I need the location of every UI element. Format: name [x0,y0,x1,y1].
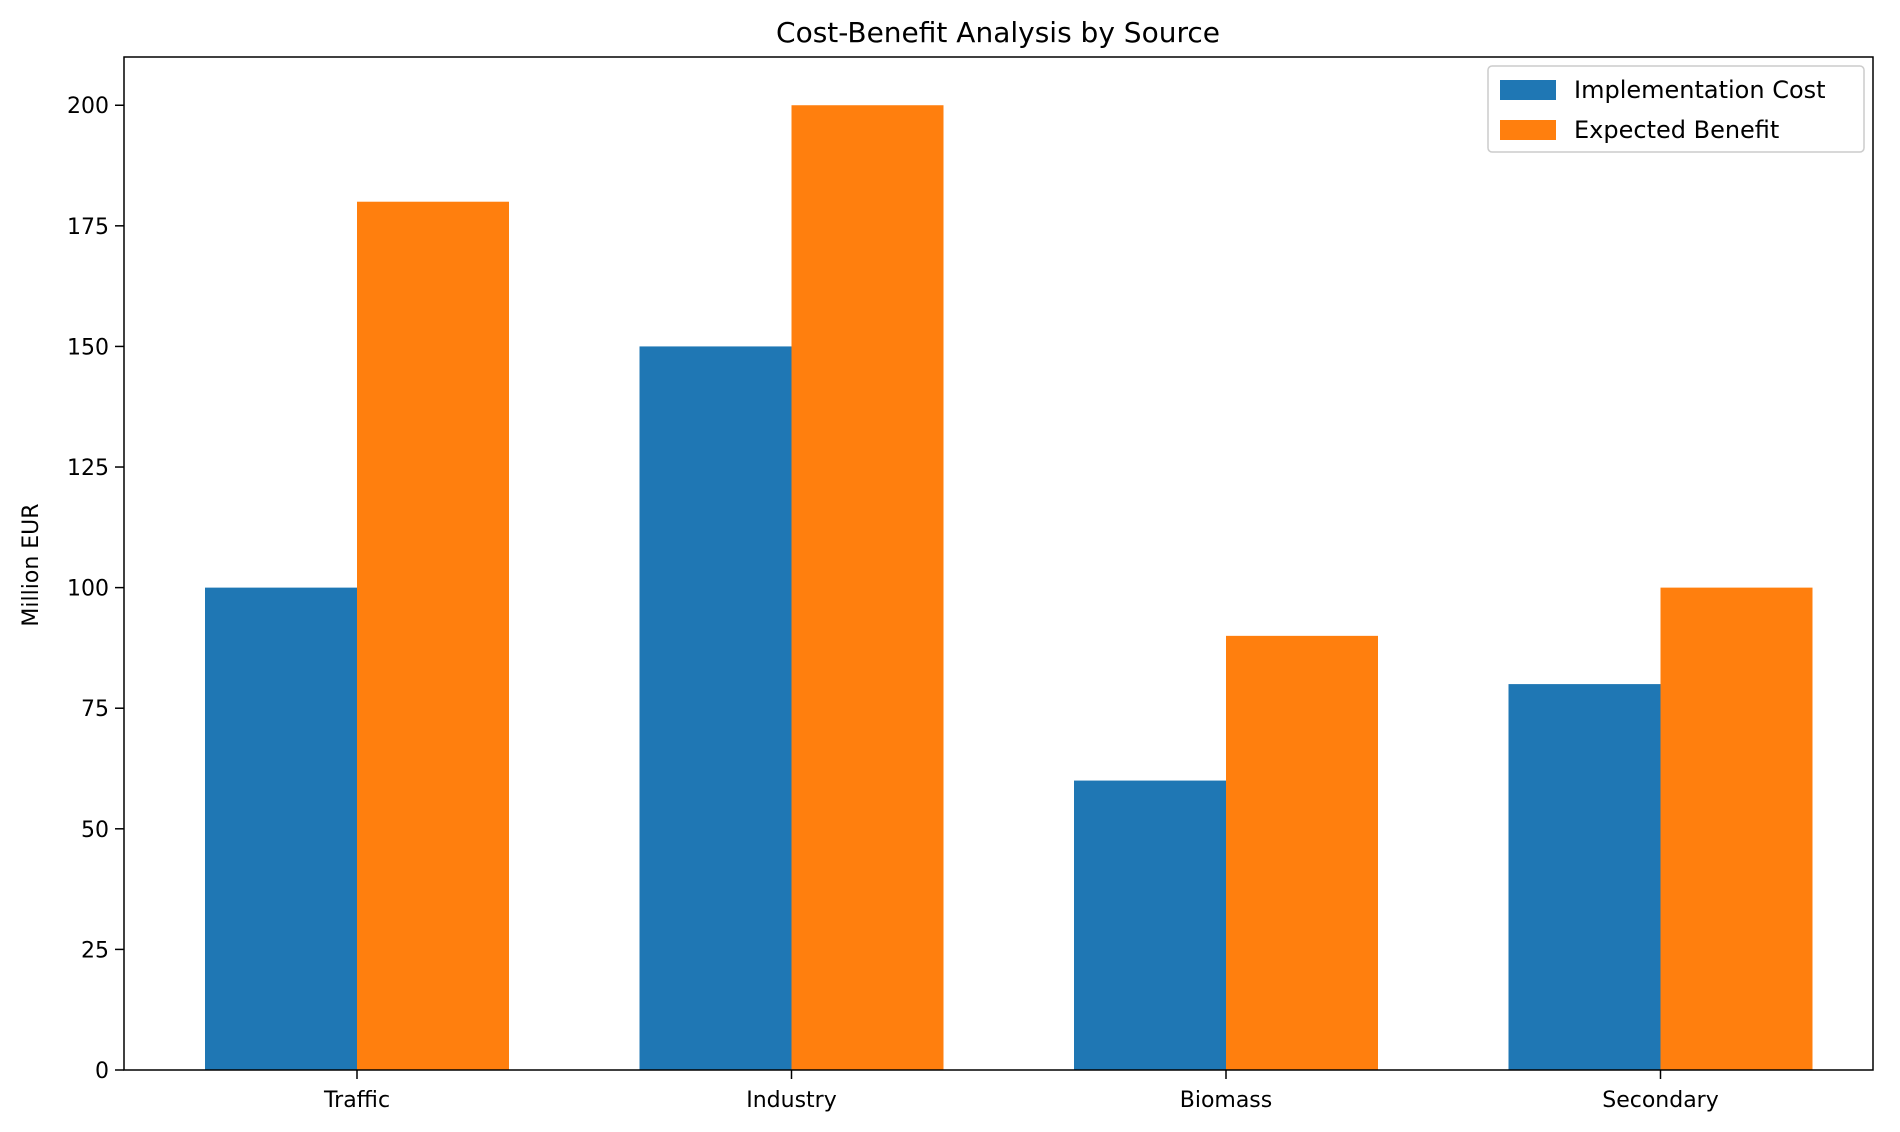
bar-implementation-cost-secondary [1508,684,1661,1070]
y-tick-label: 100 [67,577,109,602]
legend-swatch-expected-benefit [1500,120,1556,140]
x-tick-label-traffic: Traffic [323,1088,390,1113]
x-tick-label-secondary: Secondary [1602,1088,1719,1113]
chart-title: Cost-Benefit Analysis by Source [776,16,1220,49]
y-axis-title: Million EUR [19,503,44,626]
bar-expected-benefit-biomass [1226,635,1378,1070]
legend-label-expected-benefit: Expected Benefit [1574,116,1779,144]
bar-implementation-cost-traffic [205,587,357,1070]
y-tick-label: 25 [81,938,109,963]
bar-expected-benefit-industry [791,105,944,1070]
bar-implementation-cost-biomass [1074,780,1226,1070]
bars-layer [205,105,1813,1070]
legend-label-implementation-cost: Implementation Cost [1574,76,1826,104]
y-tick-label: 75 [81,697,109,722]
bar-expected-benefit-secondary [1660,587,1813,1070]
y-tick-label: 200 [67,94,109,119]
y-tick-label: 175 [67,215,109,240]
legend: Implementation Cost Expected Benefit [1487,65,1865,153]
y-tick-label: 0 [95,1059,109,1084]
plot-frame [123,56,1874,1071]
bar-expected-benefit-traffic [357,201,509,1070]
legend-swatch-implementation-cost [1500,80,1556,100]
x-tick-label-biomass: Biomass [1180,1088,1273,1113]
bar-implementation-cost-industry [639,346,792,1070]
y-ticks-layer: 0 25 50 75 100 125 150 175 200 [67,94,124,1084]
y-tick-label: 150 [67,335,109,360]
x-ticks-layer: Traffic Industry Biomass Secondary [323,1070,1719,1113]
y-tick-label: 125 [67,456,109,481]
y-tick-label: 50 [81,818,109,843]
legend-box [1487,65,1865,153]
x-tick-label-industry: Industry [746,1088,837,1113]
